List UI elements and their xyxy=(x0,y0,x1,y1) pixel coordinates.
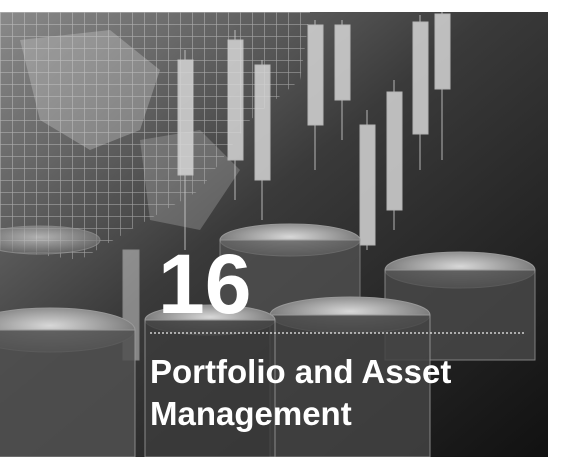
chapter-opener: 16 Portfolio and Asset Management xyxy=(0,0,562,457)
chapter-title-line: Management xyxy=(150,395,352,432)
chapter-number: 16 xyxy=(158,237,251,331)
chapter-title-line: Portfolio and Asset xyxy=(150,353,451,390)
page: 16 Portfolio and Asset Management (() =>… xyxy=(0,0,562,457)
